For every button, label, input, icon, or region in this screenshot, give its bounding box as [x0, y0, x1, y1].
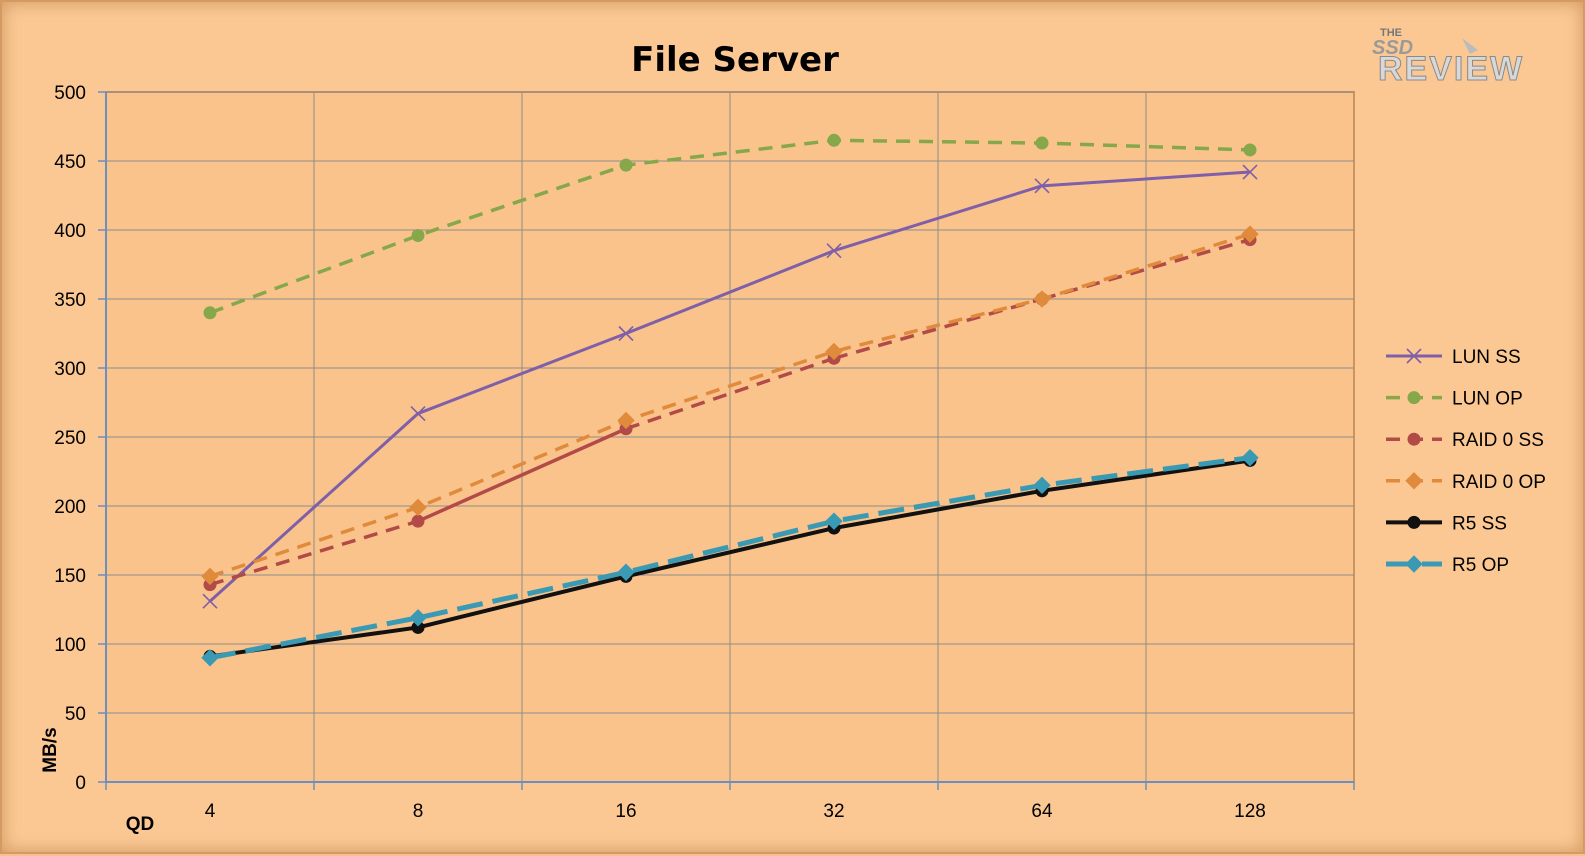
x-tick-label: 4	[205, 801, 216, 822]
series-line-segment	[417, 427, 627, 523]
data-point	[617, 563, 635, 581]
data-point	[1035, 136, 1049, 150]
legend-label: R5 OP	[1452, 555, 1509, 576]
x-tick-label: 8	[413, 801, 424, 822]
legend-entry: LUN SS	[1386, 347, 1521, 368]
x-axis-label: QD	[126, 814, 155, 835]
series-line-segment	[625, 356, 835, 431]
data-point	[1405, 472, 1423, 490]
data-point	[1407, 515, 1421, 529]
legend-entry: R5 SS	[1386, 513, 1507, 534]
series-line-segment	[1041, 237, 1251, 301]
series-line-segment	[209, 519, 419, 587]
data-point	[825, 342, 843, 361]
legend: LUN SS LUN OP RAID 0 SS RAID 0 OP R5 SS R5 OP	[1386, 347, 1546, 576]
chart-title: File Server	[631, 40, 839, 80]
series-r5-op	[201, 448, 1259, 667]
y-tick-label: 50	[65, 704, 86, 725]
x-tick-label: 32	[823, 801, 844, 822]
logo-text-small: THE	[1380, 27, 1402, 39]
series-lun-op	[203, 133, 1257, 320]
y-axis-label: MB/s	[40, 727, 61, 772]
y-tick-label: 450	[54, 152, 86, 173]
data-point	[411, 229, 425, 243]
legend-entry: R5 OP	[1386, 555, 1509, 576]
data-point	[201, 649, 219, 667]
legend-label: RAID 0 OP	[1452, 472, 1546, 493]
legend-entry: RAID 0 SS	[1386, 430, 1544, 451]
data-point	[827, 133, 841, 147]
y-tick-label: 350	[54, 290, 86, 311]
y-tick-label: 150	[54, 566, 86, 587]
data-point	[617, 411, 635, 430]
data-point	[1406, 348, 1422, 364]
data-point	[1241, 448, 1259, 467]
series-line	[208, 170, 1251, 603]
data-point	[410, 405, 426, 422]
data-point-stroke	[826, 243, 842, 259]
y-tick-label: 200	[54, 497, 86, 518]
legend-label: R5 SS	[1452, 513, 1507, 534]
y-tick-label: 500	[54, 83, 86, 104]
legend-label: LUN OP	[1452, 389, 1523, 410]
axes: 0 50 100 150 200 250 300 350 400 450 500 4 8 16 32 64 12…	[54, 83, 1355, 822]
y-tick-label: 300	[54, 359, 86, 380]
y-tick-label: 100	[54, 635, 86, 656]
data-point	[825, 512, 843, 530]
data-point-stroke	[618, 325, 634, 342]
data-point-stroke	[1242, 164, 1258, 180]
ssd-review-logo: THE SSD REVIEW	[1372, 27, 1524, 89]
series-raid-0-op	[201, 225, 1259, 586]
data-point	[202, 593, 218, 609]
data-point	[201, 567, 219, 586]
x-tick-label: 16	[615, 801, 636, 822]
y-tick-label: 400	[54, 221, 86, 242]
series-lun-ss	[202, 164, 1258, 609]
data-point	[1407, 432, 1421, 446]
data-point-stroke	[202, 593, 218, 609]
data-point	[1407, 391, 1421, 405]
data-point	[619, 158, 633, 172]
data-point	[409, 609, 427, 627]
data-point	[618, 325, 634, 342]
x-tick-label: 64	[1031, 801, 1053, 822]
legend-label: RAID 0 SS	[1452, 430, 1544, 451]
data-point	[1405, 555, 1423, 573]
data-point-stroke	[1406, 348, 1422, 364]
data-point	[1033, 290, 1051, 308]
data-point-stroke	[410, 405, 426, 422]
series-line-segment	[833, 297, 1043, 361]
data-point	[203, 306, 217, 320]
legend-entry: RAID 0 OP	[1386, 472, 1546, 493]
data-point	[1242, 164, 1258, 180]
data-point	[1243, 143, 1257, 157]
data-point	[1241, 225, 1259, 243]
y-tick-label: 250	[54, 428, 86, 449]
y-tick-label: 0	[75, 773, 86, 794]
data-point	[1033, 476, 1051, 495]
x-tick-label: 128	[1234, 801, 1266, 822]
logo-swoosh-icon	[1462, 38, 1478, 54]
series-lines	[201, 133, 1259, 667]
logo-text-big: REVIEW	[1378, 50, 1524, 88]
legend-entry: LUN OP	[1386, 389, 1523, 410]
series-line	[209, 232, 1251, 579]
legend-label: LUN SS	[1452, 347, 1521, 368]
data-point	[1034, 178, 1050, 194]
data-point	[411, 514, 425, 528]
data-point-stroke	[1034, 178, 1050, 194]
series-line	[209, 138, 1251, 315]
logo-text-mid: SSD	[1372, 37, 1413, 59]
data-point	[826, 243, 842, 259]
series-line	[209, 458, 1251, 659]
series-line	[209, 455, 1251, 661]
data-point	[409, 498, 427, 517]
